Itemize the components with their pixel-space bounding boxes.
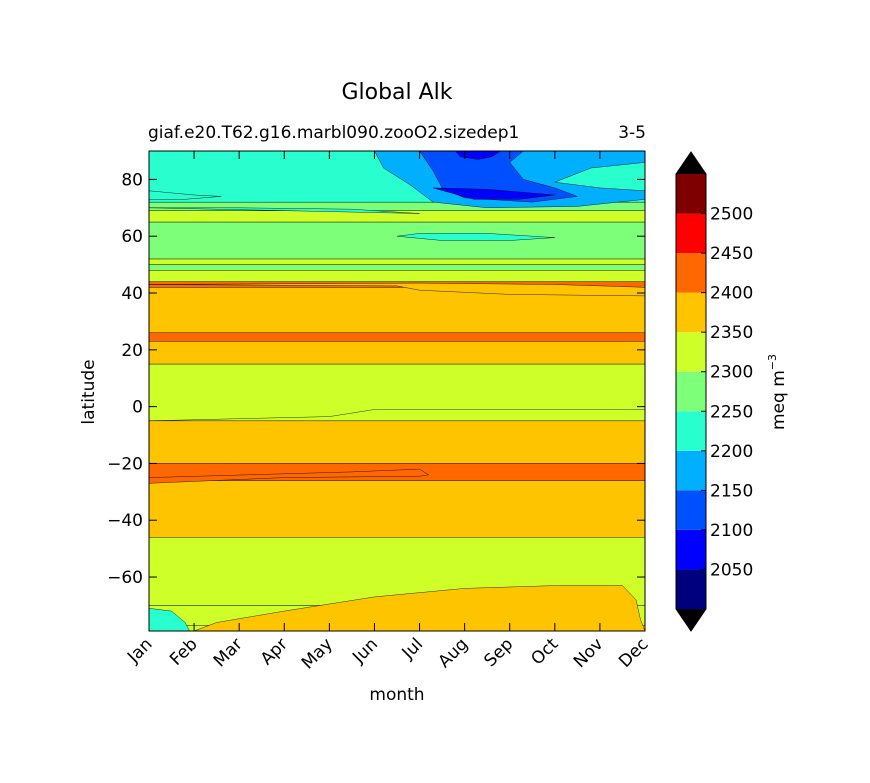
x-tick-label: Mar [210,634,247,671]
colorbar-tick-label: 2300 [710,363,753,383]
x-tick-label: Apr [257,634,292,669]
colorbar-segment [676,529,706,570]
contour-band [148,420,646,464]
contour-region [396,233,555,241]
x-tick-label: Aug [435,634,473,672]
colorbar-segment [676,371,706,412]
colorbar-segment [676,253,706,293]
x-tick-label: Oct [527,634,562,669]
contour-region [194,585,646,632]
colorbar-label: meq m−3 [766,354,789,430]
colorbar-label-exponent: −3 [766,354,779,370]
y-tick-label: −60 [107,568,143,588]
contour-band [148,264,646,271]
colorbar-segment [676,174,706,214]
plot-frame [148,150,646,632]
x-tick-label: May [298,634,337,673]
x-tick-label: Jan [123,634,156,667]
colorbar-tick-label: 2100 [710,521,753,541]
x-tick-label: Feb [166,634,201,669]
colorbar-tick-label: 2150 [710,481,753,501]
contour-band [148,258,646,265]
y-tick-label: 60 [121,227,143,247]
colorbar: 2050 2100 2150 2200 2250 2300 2350 2400 2450 2500 [675,151,753,632]
x-tick-label: Nov [570,634,608,672]
colorbar-tick-label: 2250 [710,402,753,422]
contour-region [148,207,420,214]
y-tick-label: −40 [107,511,143,531]
contour-band [148,221,646,260]
y-tick-label: 20 [121,341,143,361]
y-axis-label: latitude [79,359,99,424]
colorbar-segment [676,292,706,333]
contour-band [148,480,646,538]
contour-band [148,332,646,342]
colorbar-under-extension [676,609,706,631]
colorbar-over-extension [676,152,706,174]
colorbar-segment [676,411,706,451]
colorbar-segment [676,450,706,491]
colorbar-tick-label: 2050 [710,560,753,580]
colorbar-tick-label: 2400 [710,284,753,304]
contour-fill [148,150,646,632]
contour-band [148,270,646,282]
colorbar-tick-label: 2450 [710,244,753,264]
colorbar-segment [676,569,706,609]
x-tick-label: Jun [348,634,382,668]
y-axis: 80 60 40 20 0 −20 −40 −60 [107,170,645,588]
plot-area: Jan Feb Mar Apr May Jun Jul Aug Sep Oct Nov Dec 80 6… [107,150,653,673]
contour-band [148,341,646,365]
x-tick-label: Dec [615,634,652,671]
y-tick-label: 40 [121,284,143,304]
contour-region [433,187,555,200]
colorbar-label-unit: meq m [769,370,789,430]
x-axis-label: month [369,685,424,705]
colorbar-tick-label: 2350 [710,323,753,343]
colorbar-tick-label: 2200 [710,442,753,462]
colorbar-segment [676,490,706,530]
colorbar-segment [676,332,706,372]
colorbar-tick-label: 2500 [710,205,753,225]
y-tick-label: 80 [121,170,143,190]
chart-title: Global Alk [341,80,452,105]
colorbar-segment [676,213,706,254]
chart-subtitle-left: giaf.e20.T62.g16.marbl090.zooO2.sizedep1 [148,123,519,143]
x-tick-label: Jul [398,634,427,663]
chart-subtitle-right: 3-5 [618,123,646,143]
y-tick-label: 0 [132,398,143,418]
colorbar-outline [675,151,707,632]
x-tick-label: Sep [480,634,517,671]
y-tick-label: −20 [107,454,143,474]
contour-region [148,468,430,484]
